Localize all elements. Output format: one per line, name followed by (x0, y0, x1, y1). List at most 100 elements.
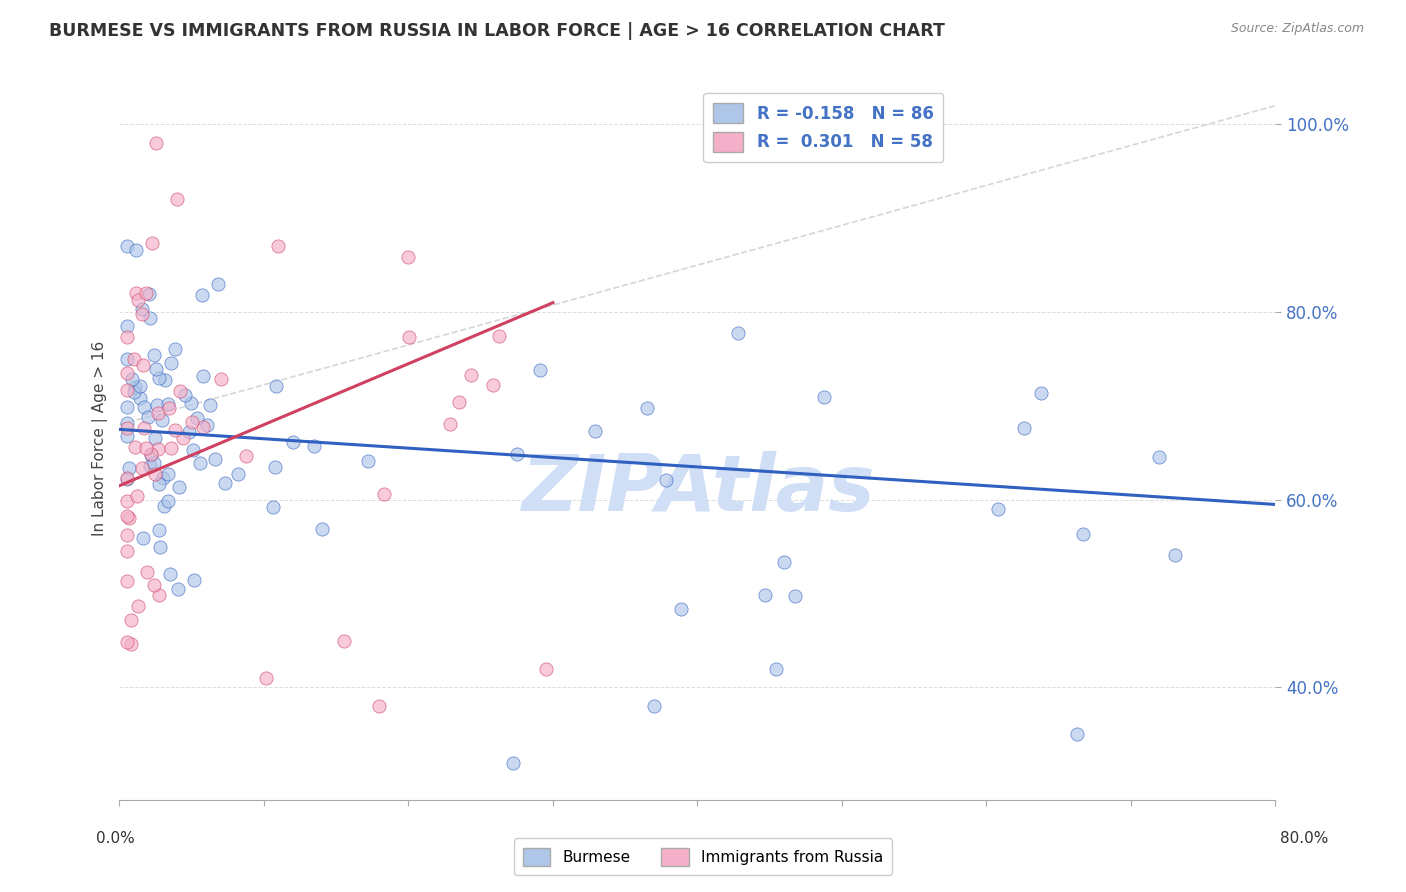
Point (367, 699, 389, 714)
Point (143, 348, 166, 362)
Point (145, 362, 167, 376)
Point (115, 366, 138, 380)
Point (160, 356, 183, 370)
Point (127, 293, 149, 307)
Point (135, 441, 157, 455)
Point (643, 699, 665, 714)
Point (115, 429, 138, 443)
Point (115, 471, 138, 485)
Legend: Burmese, Immigrants from Russia: Burmese, Immigrants from Russia (513, 838, 893, 875)
Point (129, 378, 152, 392)
Point (460, 368, 482, 383)
Text: 0.0%: 0.0% (96, 831, 135, 846)
Point (195, 417, 218, 432)
Point (115, 401, 138, 415)
Point (536, 662, 558, 676)
Point (146, 398, 169, 412)
Point (783, 589, 806, 603)
Point (115, 472, 138, 486)
Point (143, 456, 166, 470)
Point (131, 307, 153, 321)
Point (204, 451, 226, 466)
Legend: R = -0.158   N = 86, R =  0.301   N = 58: R = -0.158 N = 86, R = 0.301 N = 58 (703, 93, 943, 162)
Point (754, 589, 776, 603)
Point (146, 442, 169, 456)
Point (157, 401, 180, 415)
Point (727, 326, 749, 340)
Text: 80.0%: 80.0% (1281, 831, 1329, 846)
Point (311, 522, 333, 536)
Point (167, 480, 190, 494)
Point (115, 528, 138, 542)
Point (156, 467, 179, 481)
Point (186, 410, 208, 425)
Point (180, 415, 202, 429)
Point (141, 235, 163, 250)
Point (124, 384, 146, 399)
Point (115, 319, 138, 334)
Point (118, 460, 141, 475)
Point (267, 239, 290, 253)
Point (145, 467, 167, 481)
Point (1164, 548, 1187, 562)
Point (502, 756, 524, 770)
Point (125, 243, 148, 257)
Point (583, 424, 606, 438)
Point (122, 351, 145, 366)
Point (156, 396, 179, 410)
Text: BURMESE VS IMMIGRANTS FROM RUSSIA IN LABOR FORCE | AGE > 16 CORRELATION CHART: BURMESE VS IMMIGRANTS FROM RUSSIA IN LAB… (49, 22, 945, 40)
Point (115, 330, 138, 344)
Point (373, 487, 395, 501)
Point (207, 277, 229, 291)
Point (449, 394, 471, 409)
Point (152, 470, 174, 484)
Point (132, 400, 155, 414)
Point (166, 582, 188, 596)
Y-axis label: In Labor Force | Age > 16: In Labor Force | Age > 16 (93, 341, 108, 536)
Point (127, 489, 149, 503)
Point (143, 578, 166, 592)
Point (183, 574, 205, 588)
Point (120, 613, 142, 627)
Point (145, 136, 167, 150)
Point (131, 461, 153, 475)
Point (150, 412, 173, 426)
Point (143, 431, 166, 445)
Point (138, 287, 160, 301)
Point (214, 476, 236, 491)
Point (398, 329, 420, 343)
Point (148, 476, 170, 491)
Point (136, 409, 159, 424)
Point (148, 524, 170, 538)
Point (136, 565, 159, 579)
Point (125, 286, 148, 301)
Point (488, 328, 510, 343)
Point (153, 499, 176, 513)
Point (149, 540, 172, 554)
Point (226, 467, 249, 481)
Point (115, 574, 138, 589)
Point (115, 544, 138, 558)
Point (191, 288, 214, 302)
Point (132, 531, 155, 545)
Point (115, 420, 138, 434)
Point (115, 239, 138, 253)
Point (987, 501, 1010, 516)
Point (135, 286, 157, 301)
Point (169, 384, 191, 399)
Point (115, 508, 138, 523)
Point (263, 500, 285, 514)
Point (163, 423, 186, 437)
Point (655, 474, 678, 488)
Point (813, 390, 835, 404)
Point (115, 351, 138, 366)
Point (138, 310, 160, 325)
Text: ZIPAtlas: ZIPAtlas (520, 451, 875, 527)
Point (482, 378, 505, 392)
Point (138, 458, 160, 473)
Point (1071, 527, 1094, 541)
Point (115, 493, 138, 508)
Point (1012, 420, 1035, 434)
Text: Source: ZipAtlas.com: Source: ZipAtlas.com (1230, 22, 1364, 36)
Point (148, 371, 170, 385)
